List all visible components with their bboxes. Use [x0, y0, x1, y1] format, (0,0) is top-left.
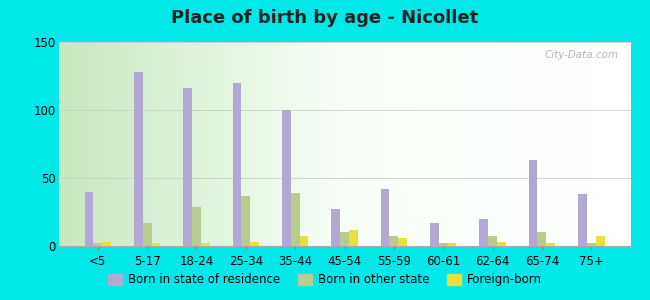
Bar	[102, 242, 111, 246]
Text: Place of birth by age - Nicollet: Place of birth by age - Nicollet	[172, 9, 478, 27]
Bar	[448, 243, 456, 246]
Bar	[349, 230, 358, 246]
Bar	[233, 83, 241, 246]
Bar	[538, 232, 546, 246]
Bar	[528, 160, 538, 246]
Bar	[389, 236, 398, 246]
Bar	[546, 243, 555, 246]
Text: City-Data.com: City-Data.com	[545, 50, 619, 60]
Bar	[143, 223, 151, 246]
Bar	[380, 189, 389, 246]
Bar	[340, 232, 349, 246]
Bar	[497, 242, 506, 246]
Bar	[151, 243, 161, 246]
Bar	[291, 193, 300, 246]
Bar	[587, 243, 595, 246]
Bar	[479, 219, 488, 246]
Bar	[488, 236, 497, 246]
Bar	[332, 209, 340, 246]
Bar	[192, 207, 201, 246]
Bar	[430, 223, 439, 246]
Bar	[94, 243, 102, 246]
Bar	[439, 243, 448, 246]
Bar	[250, 242, 259, 246]
Bar	[84, 192, 94, 246]
Bar	[595, 236, 604, 246]
Bar	[300, 236, 309, 246]
Bar	[282, 110, 291, 246]
Bar	[183, 88, 192, 246]
Bar	[241, 196, 250, 246]
Bar	[578, 194, 587, 246]
Bar	[398, 238, 407, 246]
Bar	[201, 243, 210, 246]
Legend: Born in state of residence, Born in other state, Foreign-born: Born in state of residence, Born in othe…	[103, 269, 547, 291]
Bar	[134, 72, 143, 246]
